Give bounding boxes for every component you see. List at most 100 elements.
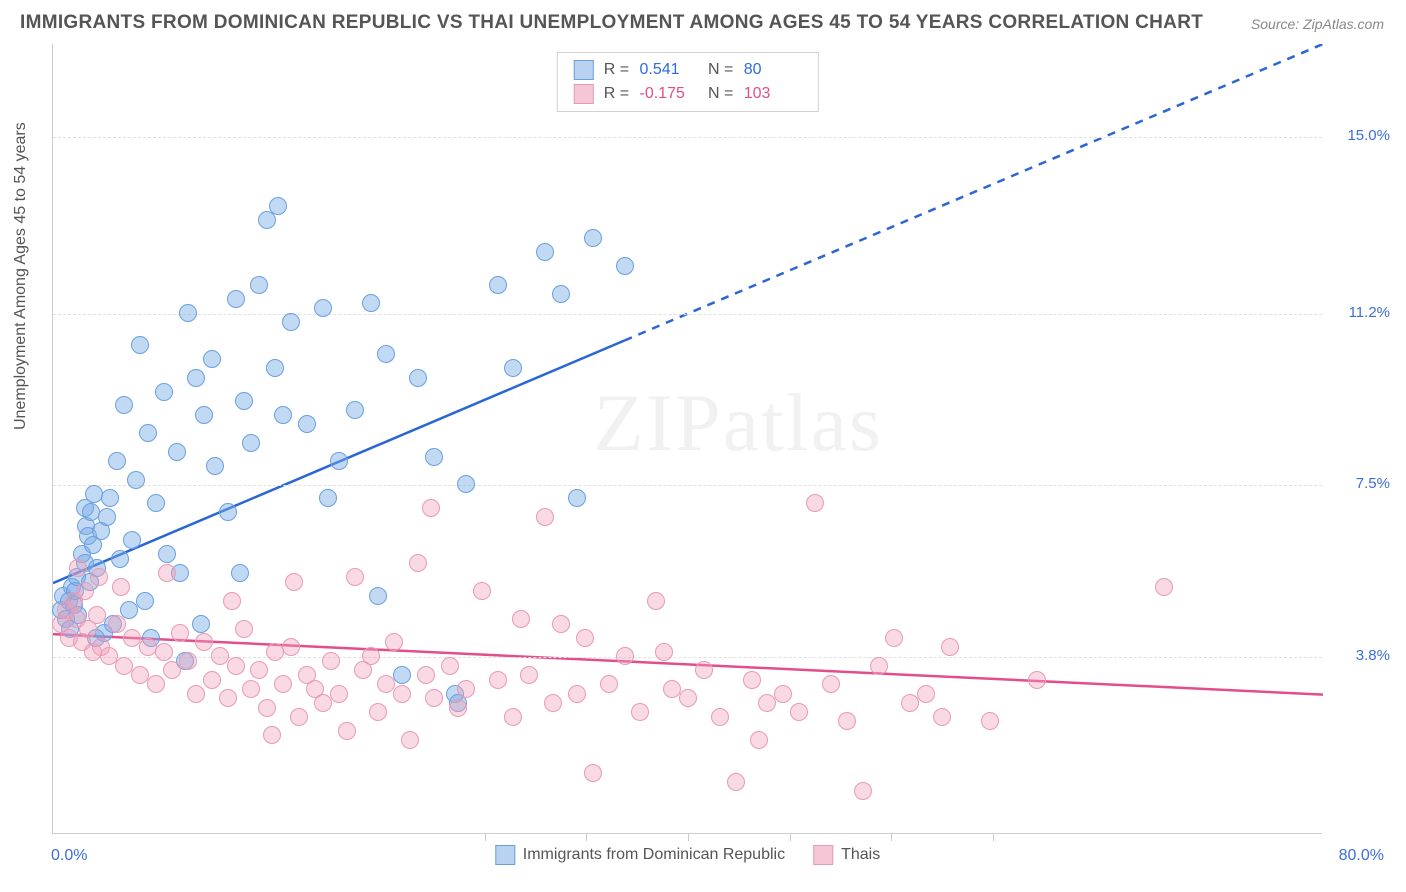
scatter-point-dominican (330, 452, 348, 470)
scatter-point-thai (806, 494, 824, 512)
scatter-point-dominican (269, 197, 287, 215)
scatter-point-dominican (123, 531, 141, 549)
scatter-point-dominican (393, 666, 411, 684)
scatter-point-thai (179, 652, 197, 670)
scatter-point-thai (282, 638, 300, 656)
scatter-point-dominican (139, 424, 157, 442)
scatter-point-thai (385, 633, 403, 651)
scatter-point-dominican (147, 494, 165, 512)
scatter-point-thai (223, 592, 241, 610)
scatter-point-dominican (409, 369, 427, 387)
scatter-point-thai (195, 633, 213, 651)
scatter-point-thai (263, 726, 281, 744)
scatter-point-thai (449, 699, 467, 717)
legend-item: Thais (813, 845, 880, 865)
scatter-point-thai (147, 675, 165, 693)
scatter-point-thai (917, 685, 935, 703)
scatter-point-thai (536, 508, 554, 526)
scatter-point-thai (314, 694, 332, 712)
scatter-point-thai (285, 573, 303, 591)
y-tick-label: 3.8% (1356, 647, 1390, 664)
gridline-h (53, 657, 1322, 658)
scatter-point-thai (504, 708, 522, 726)
scatter-point-dominican (235, 392, 253, 410)
y-tick-label: 11.2% (1349, 304, 1390, 321)
scatter-point-thai (981, 712, 999, 730)
scatter-point-thai (616, 647, 634, 665)
scatter-point-thai (727, 773, 745, 791)
scatter-point-dominican (131, 336, 149, 354)
scatter-point-dominican (242, 434, 260, 452)
scatter-point-dominican (120, 601, 138, 619)
scatter-point-thai (838, 712, 856, 730)
scatter-point-thai (163, 661, 181, 679)
scatter-point-thai (235, 620, 253, 638)
scatter-point-thai (203, 671, 221, 689)
scatter-point-thai (854, 782, 872, 800)
x-tick (586, 833, 587, 841)
scatter-point-dominican (552, 285, 570, 303)
scatter-point-dominican (108, 452, 126, 470)
scatter-point-dominican (101, 489, 119, 507)
scatter-point-dominican (158, 545, 176, 563)
scatter-point-dominican (98, 508, 116, 526)
scatter-point-dominican (298, 415, 316, 433)
scatter-point-dominican (203, 350, 221, 368)
x-tick (790, 833, 791, 841)
swatch-icon (813, 845, 833, 865)
scatter-point-thai (711, 708, 729, 726)
scatter-point-dominican (584, 229, 602, 247)
scatter-point-thai (171, 624, 189, 642)
scatter-point-dominican (227, 290, 245, 308)
scatter-point-dominican (136, 592, 154, 610)
scatter-point-thai (409, 554, 427, 572)
scatter-point-thai (568, 685, 586, 703)
scatter-point-thai (473, 582, 491, 600)
scatter-point-dominican (168, 443, 186, 461)
scatter-point-thai (750, 731, 768, 749)
scatter-point-thai (108, 615, 126, 633)
scatter-point-dominican (179, 304, 197, 322)
scatter-point-dominican (616, 257, 634, 275)
scatter-point-dominican (346, 401, 364, 419)
x-max-label: 80.0% (1339, 847, 1384, 865)
scatter-point-dominican (266, 359, 284, 377)
scatter-point-thai (88, 606, 106, 624)
legend-label: Immigrants from Dominican Republic (523, 846, 785, 864)
scatter-point-thai (655, 643, 673, 661)
x-tick (688, 833, 689, 841)
gridline-h (53, 137, 1322, 138)
scatter-point-thai (250, 661, 268, 679)
scatter-point-dominican (568, 489, 586, 507)
scatter-point-thai (584, 764, 602, 782)
scatter-point-dominican (425, 448, 443, 466)
scatter-point-thai (290, 708, 308, 726)
scatter-point-dominican (274, 406, 292, 424)
scatter-point-thai (457, 680, 475, 698)
scatter-point-thai (112, 578, 130, 596)
scatter-point-thai (758, 694, 776, 712)
scatter-point-thai (425, 689, 443, 707)
scatter-point-dominican (362, 294, 380, 312)
scatter-point-thai (187, 685, 205, 703)
x-min-label: 0.0% (51, 847, 87, 865)
scatter-point-thai (158, 564, 176, 582)
legend-label: Thais (841, 846, 880, 864)
scatter-point-thai (743, 671, 761, 689)
scatter-point-thai (322, 652, 340, 670)
scatter-point-thai (885, 629, 903, 647)
scatter-point-thai (576, 629, 594, 647)
scatter-point-thai (512, 610, 530, 628)
y-tick-label: 7.5% (1356, 475, 1390, 492)
scatter-point-dominican (250, 276, 268, 294)
chart-plot-area: ZIPatlas R = 0.541 N = 80 R = -0.175 N =… (52, 44, 1322, 834)
scatter-point-thai (155, 643, 173, 661)
scatter-point-dominican (282, 313, 300, 331)
scatter-point-thai (393, 685, 411, 703)
x-tick (485, 833, 486, 841)
gridline-h (53, 485, 1322, 486)
scatter-point-thai (417, 666, 435, 684)
chart-title: IMMIGRANTS FROM DOMINICAN REPUBLIC VS TH… (20, 12, 1203, 34)
scatter-point-thai (631, 703, 649, 721)
scatter-point-thai (330, 685, 348, 703)
